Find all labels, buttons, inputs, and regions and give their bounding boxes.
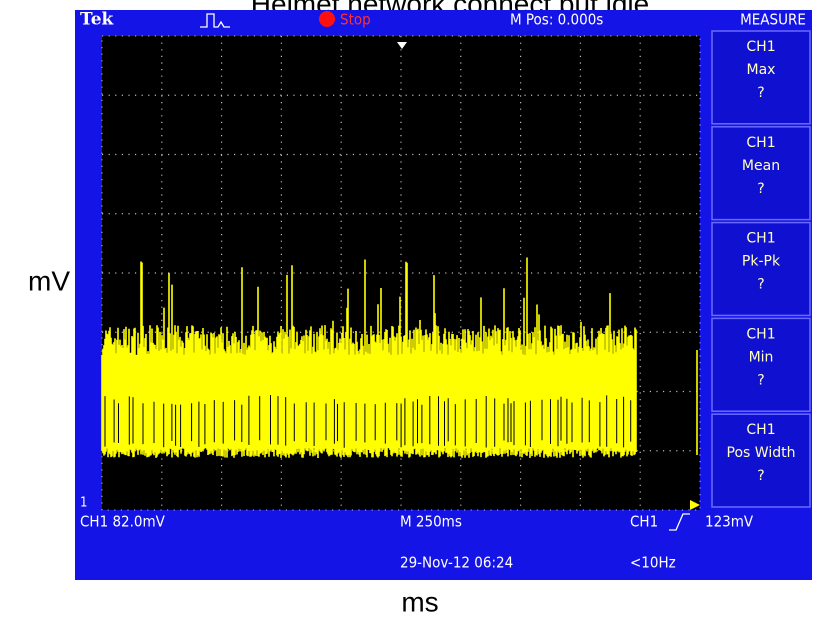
date-time: 29-Nov-12 06:24: [400, 554, 513, 572]
run-status: Stop: [340, 11, 371, 29]
menu-title: MEASURE: [740, 11, 806, 29]
oscilloscope-screen: Tek Stop M Pos: 0.000s MEASURE CH1Max?CH…: [75, 10, 812, 581]
measure-menu: CH1 Max? CH1 Mean? CH1 Pk-Pk? CH1 Min? CH1 Pos Wi…: [712, 31, 810, 507]
channel-scale: CH1 82.0mV: [80, 513, 166, 531]
y-axis-label: mV: [28, 265, 70, 296]
measure-name: Min: [749, 349, 774, 365]
figure: Helmet network connect but idle Tek Stop…: [0, 0, 838, 621]
frequency: <10Hz: [630, 554, 676, 572]
trigger-level: 123mV: [705, 513, 754, 531]
status-indicator: [319, 11, 335, 27]
measure-name: Max: [747, 62, 776, 78]
measure-value: ?: [757, 372, 764, 388]
ground-marker: 1: [80, 496, 87, 511]
measure-value: ?: [757, 468, 764, 484]
measure-channel: CH1: [746, 422, 775, 438]
measure-name: Mean: [742, 158, 780, 174]
measure-channel: CH1: [746, 135, 775, 151]
measure-channel: CH1: [746, 326, 775, 342]
measure-channel: CH1: [746, 39, 775, 55]
measure-value: ?: [757, 85, 764, 101]
measure-value: ?: [757, 181, 764, 197]
brand: Tek: [80, 10, 115, 30]
measure-name: Pos Width: [727, 445, 796, 461]
trigger-source: CH1: [630, 513, 658, 531]
horizontal-position: M Pos: 0.000s: [510, 11, 603, 29]
measure-channel: CH1: [746, 231, 775, 247]
x-axis-label: ms: [401, 586, 438, 617]
measure-name: Pk-Pk: [742, 254, 781, 270]
timebase: M 250ms: [400, 513, 462, 531]
measure-value: ?: [757, 277, 764, 293]
